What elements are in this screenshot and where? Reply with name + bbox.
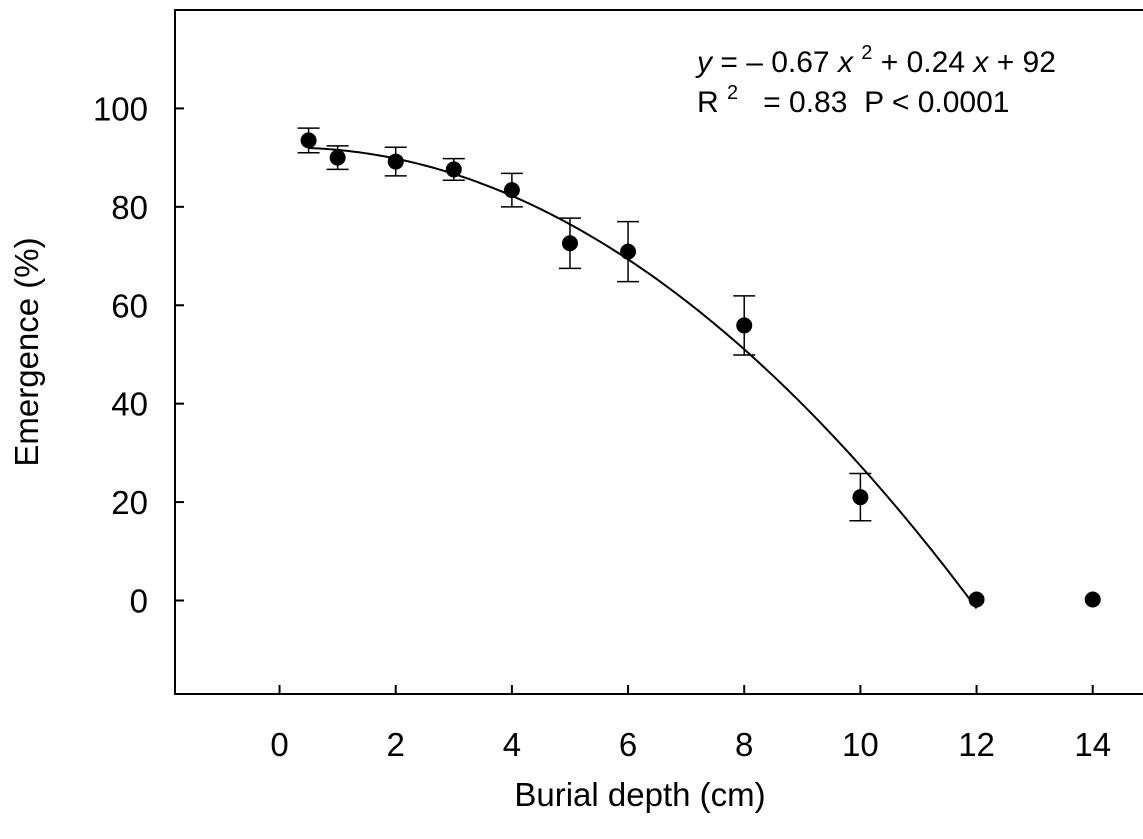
- data-point: [503, 182, 520, 199]
- y-tick-label: 100: [93, 90, 148, 127]
- y-tick-label: 40: [111, 386, 148, 423]
- stats-r-label: R: [697, 86, 719, 119]
- data-point: [736, 317, 753, 334]
- data-point: [620, 243, 637, 260]
- y-tick-label: 60: [111, 287, 148, 324]
- fit-curve: [308, 147, 978, 609]
- equation-x-var1: x: [836, 46, 854, 79]
- y-tick-label: 80: [111, 189, 148, 226]
- x-tick-label: 6: [619, 726, 637, 763]
- x-axis-title: Burial depth (cm): [514, 776, 765, 813]
- x-tick-label: 10: [842, 726, 879, 763]
- x-tick-label: 12: [958, 726, 995, 763]
- stats-rest: = 0.83 P < 0.0001: [746, 86, 1009, 119]
- x-tick-label: 2: [387, 726, 405, 763]
- equation-x-var2: x: [971, 46, 989, 79]
- data-point: [968, 591, 985, 608]
- y-axis-title: Emergence (%): [8, 237, 45, 466]
- stats-annotation: R 2 = 0.83 P < 0.0001: [697, 73, 1009, 119]
- data-point: [329, 149, 346, 166]
- equation-y-var: y: [695, 46, 714, 79]
- x-tick-label: 4: [503, 726, 521, 763]
- data-point: [852, 489, 869, 506]
- y-tick-label: 0: [130, 583, 148, 620]
- equation-sup: 2: [861, 42, 872, 64]
- equation-part3: + 92: [997, 46, 1056, 79]
- data-point: [300, 132, 317, 149]
- data-point: [1084, 591, 1101, 608]
- data-point: [445, 161, 462, 178]
- data-point: [561, 235, 578, 252]
- x-tick-label: 0: [270, 726, 288, 763]
- x-tick-label: 8: [735, 726, 753, 763]
- x-tick-label: 14: [1074, 726, 1111, 763]
- y-tick-label: 20: [111, 484, 148, 521]
- y-axis-ticks: 0 20 40 60 80 100: [93, 90, 184, 620]
- stats-r-sup: 2: [727, 82, 738, 104]
- plot-frame: [174, 9, 1143, 695]
- data-point: [387, 153, 404, 170]
- x-axis-ticks: 0 2 4 6 8 10 12 14: [270, 685, 1111, 763]
- equation-part2: + 0.24: [881, 46, 965, 79]
- equation-annotation: y = – 0.67 x 2 + 0.24 x + 92: [695, 33, 1056, 79]
- equation-part1: = – 0.67: [720, 46, 829, 79]
- data-points: [297, 127, 1101, 608]
